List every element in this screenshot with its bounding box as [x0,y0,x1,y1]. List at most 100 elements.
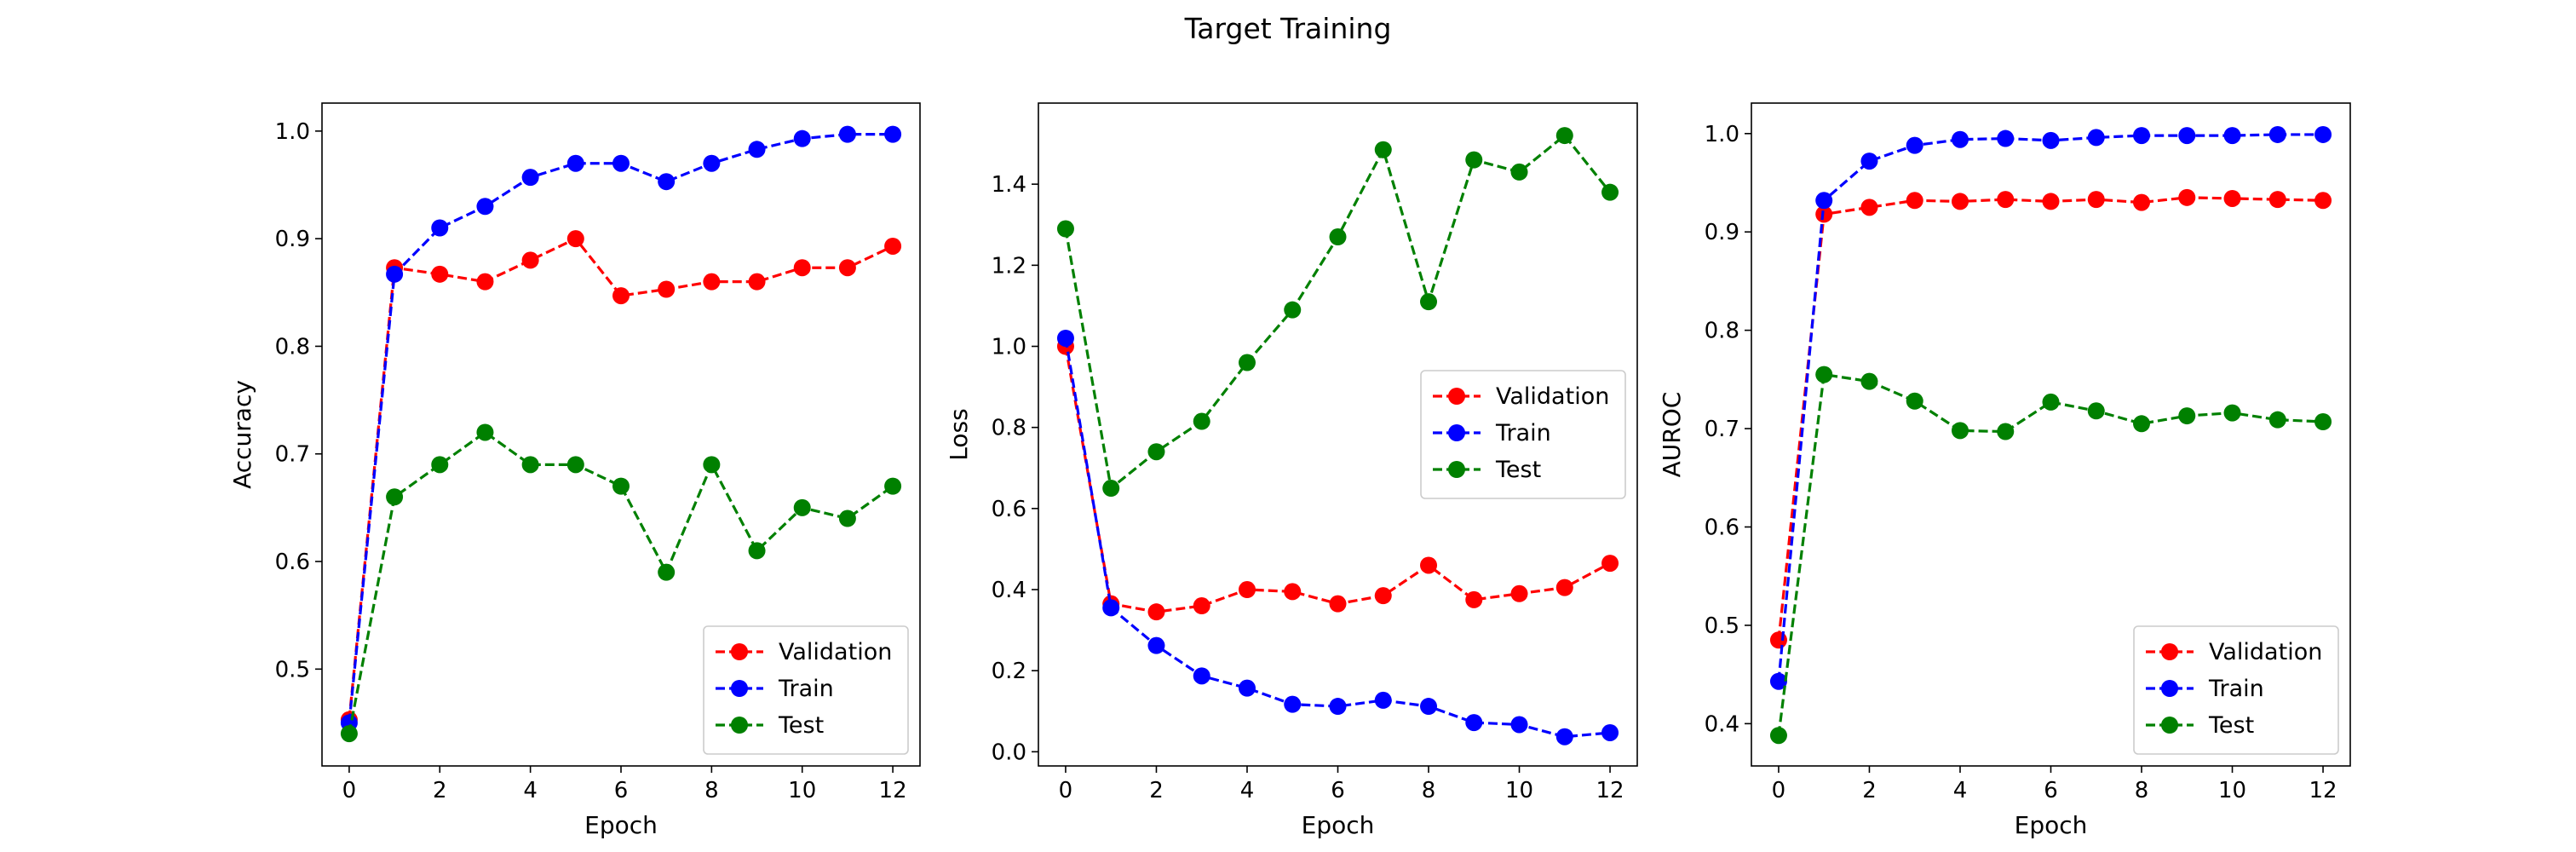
chart-1-point-validation [476,273,494,291]
chart-2-y-tick-label: 0.4 [992,578,1026,603]
chart-2-point-test [1329,228,1347,246]
chart-3-point-test [1769,727,1787,745]
chart-3-point-validation [1860,199,1878,216]
chart-2-point-validation [1510,584,1528,602]
chart-2-point-train [1238,679,1256,697]
chart-3-point-train [2223,127,2241,145]
chart-3-legend-marker-validation [2161,643,2178,660]
chart-2-point-test [1374,141,1392,158]
chart-1-axes-frame [321,102,921,767]
chart-2-point-test [1147,443,1165,461]
chart-2-point-test [1238,354,1256,371]
chart-3-legend-label-test: Test [2208,712,2254,739]
chart-1-point-validation [566,230,584,248]
chart-3-point-validation [2268,191,2286,209]
chart-2-point-validation [1284,583,1302,601]
chart-1-legend: Validation Train Test [703,625,909,755]
chart-1-point-test [793,498,811,516]
chart-3-x-tick-label: 8 [2135,778,2149,803]
chart-2-y-tick-label: 1.4 [992,172,1026,198]
chart-1-point-train [476,198,494,216]
chart-1-point-test [703,456,721,474]
chart-2-y-tick-label: 0.0 [992,740,1026,765]
chart-2-y-axis-label: Loss [945,408,973,460]
chart-1-point-train [884,125,902,143]
chart-1-y-tick-label: 0.5 [275,657,310,682]
chart-1-y-tick-label: 0.6 [275,550,310,575]
chart-2-legend: Validation Train Test [1420,370,1626,499]
chart-2-point-test [1465,151,1483,169]
chart-2-x-tick-label: 12 [1596,778,1624,803]
chart-3-point-train [2133,127,2151,145]
chart-3-point-validation [1769,631,1787,649]
chart-3-legend-marker-train [2161,680,2178,697]
chart-2-legend-label-validation: Validation [1496,383,1609,410]
chart-2-point-train [1102,599,1120,617]
chart-3-y-tick-label: 0.5 [1705,613,1739,639]
chart-1-point-train [658,173,676,191]
chart-2-point-validation [1329,595,1347,613]
chart-1-y-tick-label: 0.9 [275,227,310,252]
chart-2-point-train [1284,695,1302,713]
chart-2-x-tick-label: 2 [1149,778,1164,803]
chart-1-legend-marker-test [731,717,748,734]
chart-1-point-validation [703,273,721,291]
chart-3-x-tick-label: 0 [1772,778,1786,803]
chart-3-point-test [1997,423,2015,440]
chart-1-legend-label-train: Train [778,676,834,702]
chart-1-point-validation [884,237,902,255]
chart-2: 0 2 4 6 8 10 12 0.0 0.2 0.4 0.6 0.8 1.0 1.2 1.4 Epoch Lo… [945,102,1638,839]
chart-2-point-train [1056,329,1074,347]
chart-2-point-validation [1147,603,1165,621]
chart-3-point-train [2087,129,2105,147]
chart-3-point-train [1769,672,1787,690]
chart-2-point-validation [1601,555,1619,573]
chart-2-y-tick-label: 0.6 [992,497,1026,522]
chart-3-point-test [1860,372,1878,390]
chart-2-point-validation [1555,579,1573,596]
chart-1-point-test [566,456,584,474]
chart-1-x-axis-label: Epoch [584,811,658,839]
chart-3-y-tick-label: 0.6 [1705,515,1739,541]
chart-3-legend-box [2133,625,2339,755]
chart-2-point-train [1465,714,1483,732]
chart-3-x-tick-label: 4 [1953,778,1968,803]
chart-3-legend-marker-test [2161,717,2178,734]
chart-2-point-train [1555,728,1573,746]
chart-2-point-train [1329,698,1347,716]
chart-2-point-train [1420,698,1438,716]
chart-2-point-validation [1193,597,1210,615]
chart-2-point-test [1284,301,1302,319]
chart-1-legend-marker-train [731,680,748,697]
chart-1-point-train [521,169,539,187]
chart-1-point-train [748,141,766,158]
chart-3-y-axis-label: AUROC [1658,392,1686,478]
chart-3-point-validation [1951,193,1969,210]
chart-3-y-tick-label: 0.8 [1705,319,1739,344]
chart-3-point-train [2268,125,2286,143]
chart-1-point-train [612,154,630,172]
chart-1-point-train [703,154,721,172]
chart-1-point-test [838,509,856,527]
chart-1-x-tick-label: 10 [788,778,816,803]
chart-3-point-validation [2042,193,2060,210]
chart-2-point-validation [1420,556,1438,574]
chart-2-y-tick-label: 1.0 [992,335,1026,360]
chart-1-point-validation [431,265,449,283]
chart-3-point-validation [1906,192,1923,210]
chart-2-y-tick-label: 0.2 [992,659,1026,684]
chart-1-y-tick-label: 1.0 [275,119,310,145]
chart-2-y-tick-label: 0.8 [992,416,1026,441]
chart-1-x-tick-label: 2 [433,778,447,803]
chart-1-point-test [748,542,766,560]
chart-1-y-tick-label: 0.7 [275,442,310,468]
chart-1-point-test [476,423,494,441]
chart-3-y-tick-label: 1.0 [1705,122,1739,147]
chart-2-point-test [1056,220,1074,238]
chart-2-legend-box [1420,370,1626,499]
chart-3-x-tick-label: 10 [2218,778,2246,803]
chart-3-point-test [2314,412,2332,430]
chart-2-x-tick-label: 8 [1422,778,1436,803]
chart-1-x-tick-label: 8 [704,778,719,803]
chart-3-point-train [2314,125,2332,143]
